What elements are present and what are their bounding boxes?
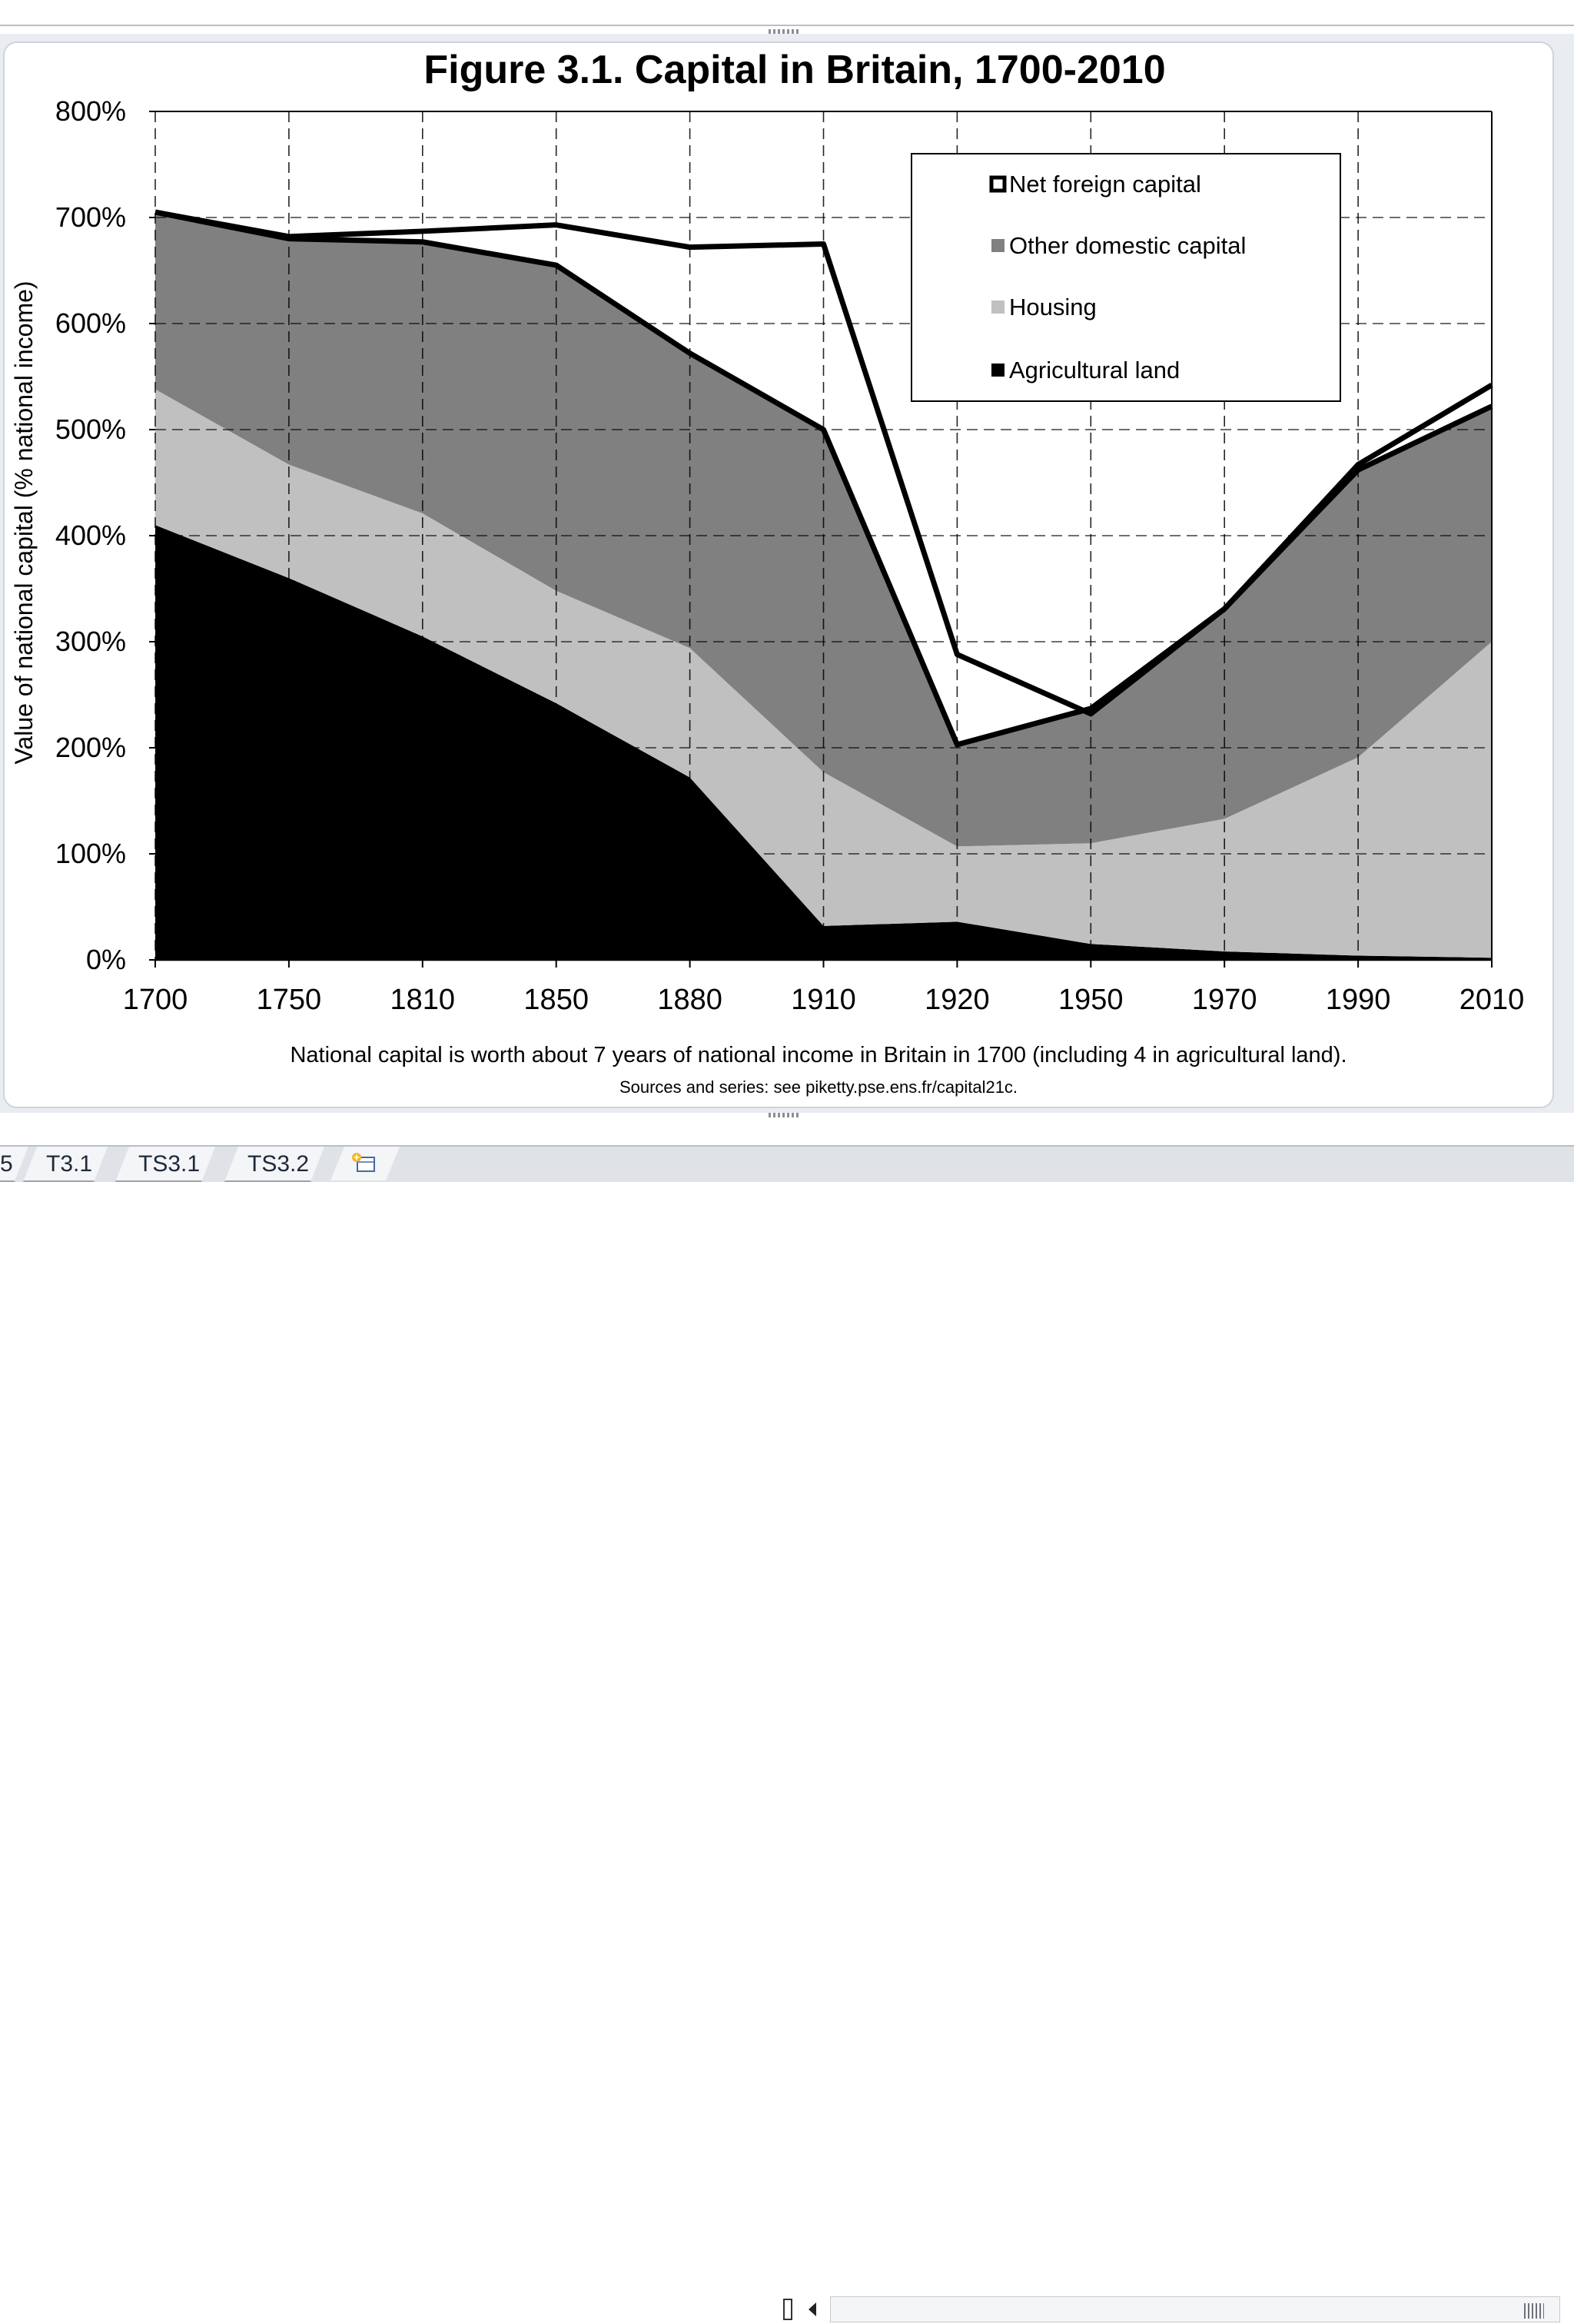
chart-caption: National capital is worth about 7 years …	[290, 1043, 1347, 1067]
y-tick-label: 100%	[55, 838, 126, 869]
y-tick-label: 300%	[55, 626, 126, 657]
sheet-tab-label: TS3.1	[138, 1151, 201, 1177]
sheet-tab-ts3-1[interactable]: TS3.1	[115, 1147, 215, 1182]
insert-worksheet-icon	[350, 1151, 380, 1176]
y-tick-label: 500%	[55, 413, 126, 445]
scroll-grip-icon[interactable]	[1524, 2303, 1544, 2319]
x-tick-label: 2010	[1459, 984, 1525, 1016]
y-tick-label: 400%	[55, 520, 126, 551]
chart-source: Sources and series: see piketty.pse.ens.…	[619, 1077, 1018, 1097]
x-tick-label: 1950	[1058, 984, 1124, 1016]
scroll-left-icon	[809, 2302, 816, 2316]
chart: Figure 3.1. Capital in Britain, 1700-201…	[10, 48, 1525, 1097]
sheet-tab-ts3-2[interactable]: TS3.2	[224, 1147, 324, 1182]
y-tick-label: 800%	[55, 95, 126, 127]
horizontal-scrollbar[interactable]	[776, 2295, 1568, 2324]
y-tick-label: 200%	[55, 732, 126, 763]
legend-label-other-domestic-capital: Other domestic capital	[1009, 232, 1246, 259]
legend-box	[911, 153, 1341, 402]
y-tick-label: 0%	[86, 944, 126, 975]
split-handle-icon	[783, 2299, 792, 2320]
legend-swatch-agricultural-land	[991, 364, 1005, 377]
chart-title: Figure 3.1. Capital in Britain, 1700-201…	[423, 48, 1165, 92]
sheet-tab-bar: 5 T3.1 TS3.1 TS3.2	[0, 1145, 1574, 2322]
x-tick-label: 1750	[257, 984, 322, 1016]
scroll-track[interactable]	[830, 2296, 1560, 2322]
y-tick-label: 700%	[55, 201, 126, 233]
legend-label-housing: Housing	[1009, 294, 1097, 320]
scroll-left-button[interactable]	[801, 2296, 824, 2322]
area-agricultural-land	[155, 525, 1492, 960]
x-tick-label: 1990	[1326, 984, 1391, 1016]
legend-swatch-net-foreign-capital	[989, 175, 1007, 193]
sheet-tab[interactable]: 5	[0, 1147, 28, 1182]
tab-split-handle[interactable]	[776, 2296, 799, 2322]
net-foreign-capital-outline	[154, 209, 1493, 717]
y-tick-label: 600%	[55, 307, 126, 339]
top-resize-handle[interactable]	[769, 29, 799, 34]
y-axis-label: Value of national capital (% national in…	[10, 281, 38, 764]
window-top-strip	[0, 0, 1574, 26]
x-tick-label: 1910	[791, 984, 856, 1016]
sheet-tab-label: TS3.2	[247, 1151, 310, 1177]
legend: Net foreign capital Other domestic capita…	[911, 153, 1341, 402]
x-tick-label: 1850	[523, 984, 589, 1016]
x-tick-label: 1880	[657, 984, 722, 1016]
legend-swatch-other-domestic-capital	[991, 239, 1005, 252]
legend-label-net-foreign-capital: Net foreign capital	[1009, 171, 1201, 198]
area-other-domestic-capital	[155, 212, 1492, 847]
insert-worksheet-button[interactable]	[330, 1147, 400, 1180]
x-tick-label: 1920	[925, 984, 990, 1016]
legend-label-agricultural-land: Agricultural land	[1009, 357, 1180, 383]
x-tick-label: 1700	[123, 984, 188, 1016]
legend-swatch-housing	[991, 300, 1005, 314]
x-tick-label: 1810	[390, 984, 456, 1016]
sheet-tab-label: T3.1	[46, 1151, 93, 1177]
x-tick-label: 1970	[1192, 984, 1257, 1016]
sheet-tab-t3-1[interactable]: T3.1	[23, 1147, 108, 1182]
sheet-tab-label: 5	[0, 1151, 13, 1177]
bottom-resize-handle[interactable]	[769, 1113, 799, 1117]
